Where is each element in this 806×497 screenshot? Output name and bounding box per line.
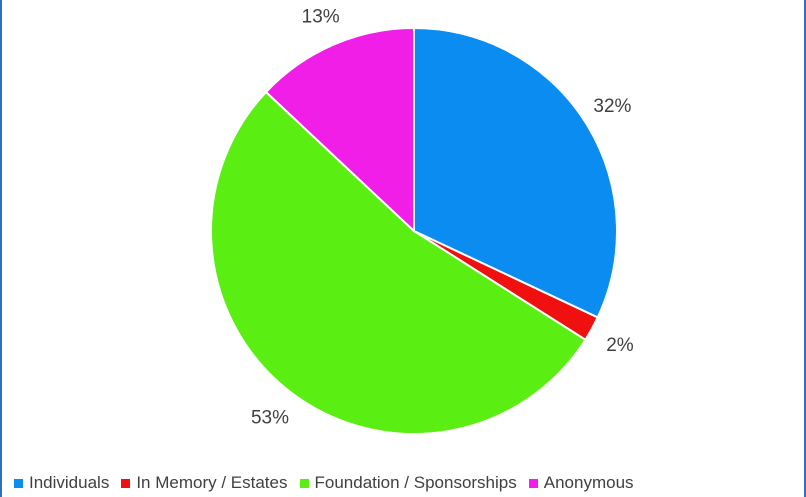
data-label-anonymous: 13% — [302, 6, 340, 27]
legend-label-in-memory-estates: In Memory / Estates — [136, 473, 288, 492]
pie-slice-individuals — [413, 26, 618, 319]
legend-label-foundation-sponsorships: Foundation / Sponsorships — [314, 473, 517, 492]
pie-slice-foundation-sponsorships — [210, 90, 587, 435]
data-label-foundation-sponsorships: 53% — [251, 408, 289, 429]
legend-label-individuals: Individuals — [29, 473, 110, 492]
legend-swatch-in-memory-estates — [121, 478, 131, 488]
legend-item-individuals: Individuals — [14, 473, 109, 493]
legend-swatch-foundation-sponsorships — [299, 478, 309, 488]
pie-chart: 32% 2% 53% 13% — [210, 6, 634, 435]
legend-swatch-individuals — [14, 478, 23, 488]
legend-label-anonymous: Anonymous — [543, 473, 634, 492]
legend-item-in-memory-estates: In Memory / Estates — [121, 473, 288, 493]
data-label-in-memory-estates: 2% — [606, 335, 634, 356]
legend-item-anonymous: Anonymous — [528, 473, 634, 493]
data-label-individuals: 32% — [593, 96, 631, 117]
legend-swatch-anonymous — [528, 478, 538, 488]
legend-item-foundation-sponsorships: Foundation / Sponsorships — [299, 473, 517, 493]
pie-slice-anonymous — [264, 26, 415, 234]
chart-legend: Individuals In Memory / Estates Foundati… — [14, 471, 646, 495]
